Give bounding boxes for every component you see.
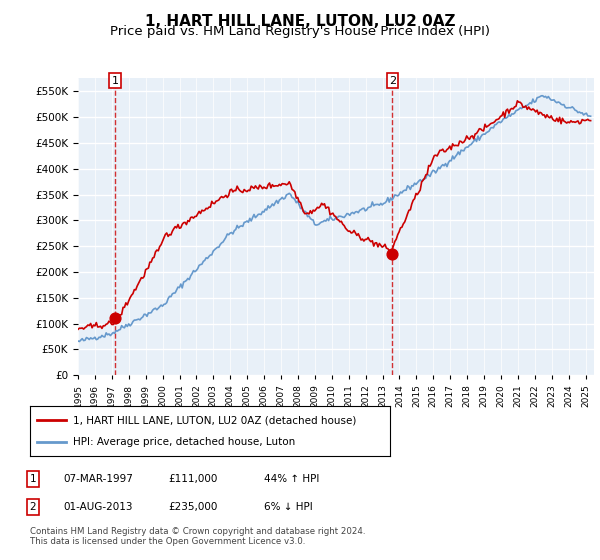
Text: 1: 1 [112, 76, 118, 86]
Point [110, 314, 119, 323]
Text: Price paid vs. HM Land Registry's House Price Index (HPI): Price paid vs. HM Land Registry's House … [110, 25, 490, 38]
Text: 2: 2 [389, 76, 396, 86]
Text: HPI: Average price, detached house, Luton: HPI: Average price, detached house, Luto… [73, 437, 295, 447]
Point [388, 249, 397, 258]
Text: 6% ↓ HPI: 6% ↓ HPI [264, 502, 313, 512]
Text: 2: 2 [29, 502, 37, 512]
Text: 07-MAR-1997: 07-MAR-1997 [63, 474, 133, 484]
Text: £111,000: £111,000 [168, 474, 217, 484]
Text: 1, HART HILL LANE, LUTON, LU2 0AZ: 1, HART HILL LANE, LUTON, LU2 0AZ [145, 14, 455, 29]
Text: 1, HART HILL LANE, LUTON, LU2 0AZ (detached house): 1, HART HILL LANE, LUTON, LU2 0AZ (detac… [73, 415, 356, 425]
Text: 44% ↑ HPI: 44% ↑ HPI [264, 474, 319, 484]
Text: Contains HM Land Registry data © Crown copyright and database right 2024.
This d: Contains HM Land Registry data © Crown c… [30, 526, 365, 546]
Text: 01-AUG-2013: 01-AUG-2013 [63, 502, 133, 512]
Text: 1: 1 [29, 474, 37, 484]
Text: £235,000: £235,000 [168, 502, 217, 512]
